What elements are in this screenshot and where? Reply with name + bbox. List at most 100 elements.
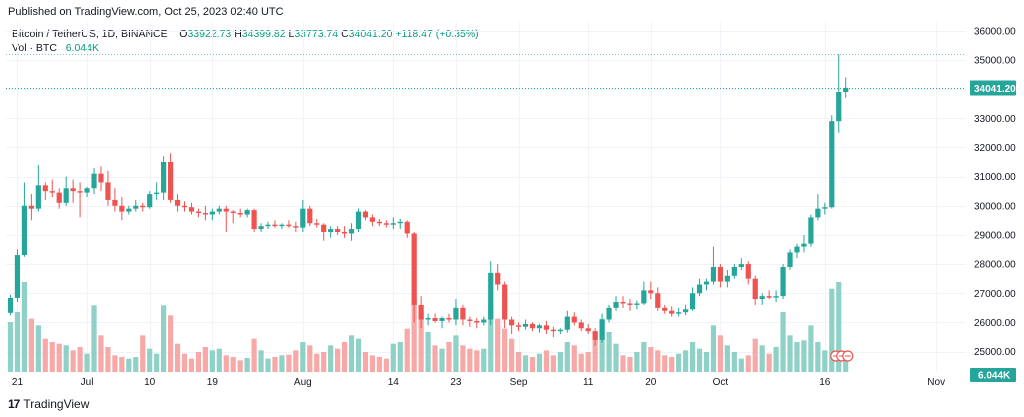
candle	[91, 167, 97, 195]
candle	[453, 299, 459, 326]
candle-body	[550, 329, 556, 332]
candle-body	[662, 307, 668, 311]
candle	[446, 313, 452, 323]
candle-body	[161, 162, 167, 193]
volume-bar	[808, 325, 814, 372]
candle	[509, 316, 515, 335]
candle	[759, 293, 765, 305]
candle-body	[42, 185, 48, 192]
candle	[126, 205, 132, 215]
tradingview-logo: 17 TradingView	[8, 397, 89, 411]
volume-bar	[543, 350, 550, 372]
candle-body	[21, 205, 28, 256]
volume-bar	[237, 360, 243, 372]
high-label: H	[234, 28, 242, 40]
time-tick-label: 19	[207, 377, 219, 388]
volume-bar	[167, 315, 174, 372]
candle-body	[167, 162, 174, 200]
candle-body	[474, 320, 480, 323]
candle	[369, 214, 376, 227]
volume-bar	[119, 357, 125, 372]
time-tick-label: Aug	[294, 377, 312, 388]
last-price-line	[6, 54, 966, 89]
volume-bar	[321, 352, 327, 372]
candle	[502, 281, 508, 329]
time-axis[interactable]: 21 Jul 10 19 Aug 14 23 Sep 11 20 Oct 16 Nov	[12, 377, 945, 388]
volume-bar	[613, 343, 619, 372]
candle-body	[188, 207, 195, 212]
candle-body	[780, 267, 786, 297]
candle-body	[648, 290, 654, 294]
volume-bar	[836, 282, 842, 372]
candle-body	[794, 246, 800, 253]
candle	[703, 278, 710, 291]
candle-body	[133, 205, 139, 209]
candle	[655, 287, 661, 311]
volume-bar	[362, 352, 369, 372]
volume-bar	[181, 353, 188, 372]
candle	[829, 115, 835, 209]
price-tick-label: 29000.00	[974, 230, 1016, 241]
candle-body	[460, 307, 466, 320]
candle	[439, 316, 445, 329]
candle-body	[181, 205, 188, 208]
candle	[14, 249, 21, 302]
candle	[627, 299, 633, 311]
candle-body	[529, 323, 536, 329]
volume-bar	[376, 357, 382, 372]
volume-bar	[766, 353, 772, 372]
volume-bar	[515, 352, 522, 372]
candle-body	[237, 213, 243, 215]
volume-bar	[21, 282, 28, 372]
volume-bar	[411, 298, 417, 372]
candle	[557, 328, 563, 335]
candle-body	[822, 207, 828, 209]
candle	[418, 296, 424, 329]
candle	[662, 304, 668, 314]
price-axis[interactable]: 36000.0035000.0034000.0033000.0032000.00…	[970, 26, 1016, 382]
volume-bar	[348, 335, 355, 372]
volume-bar	[446, 342, 452, 372]
candle-body	[119, 205, 125, 212]
volume-bar	[585, 352, 591, 372]
time-tick-label: 10	[144, 377, 156, 388]
volume-bar	[258, 350, 264, 372]
volume-bar	[773, 347, 779, 372]
open-label: O	[179, 28, 188, 40]
candle	[335, 226, 341, 235]
candle-body	[467, 319, 473, 321]
volume-bar	[265, 358, 271, 372]
candle	[140, 202, 146, 212]
volume-bar	[202, 347, 208, 372]
candle	[314, 218, 320, 228]
candle-body	[801, 243, 807, 247]
candle-body	[606, 307, 612, 320]
volume-bar	[564, 342, 570, 372]
volume-bar	[140, 335, 146, 372]
event-markers[interactable]	[830, 350, 854, 362]
candle-body	[279, 224, 285, 227]
candle-body	[745, 264, 751, 279]
candle	[571, 312, 577, 326]
candle	[119, 197, 125, 221]
candle-body	[564, 316, 570, 330]
candle	[822, 202, 828, 215]
volume-bar	[522, 355, 529, 372]
last-price-text: 34041.20	[974, 84, 1016, 95]
volume-bar	[307, 345, 313, 372]
volume-bars	[7, 282, 849, 372]
candle	[773, 290, 779, 302]
candle-body	[766, 296, 772, 298]
candle-body	[843, 87, 849, 92]
candle	[195, 208, 202, 218]
volume-bar	[710, 325, 717, 372]
candle	[293, 221, 299, 232]
candle	[432, 313, 438, 323]
candle-body	[321, 224, 327, 232]
event-marker-icon[interactable]	[842, 350, 854, 362]
candle-body	[355, 211, 362, 230]
candle-body	[300, 208, 306, 228]
volume-bar	[335, 348, 341, 372]
candle-body	[717, 267, 724, 282]
